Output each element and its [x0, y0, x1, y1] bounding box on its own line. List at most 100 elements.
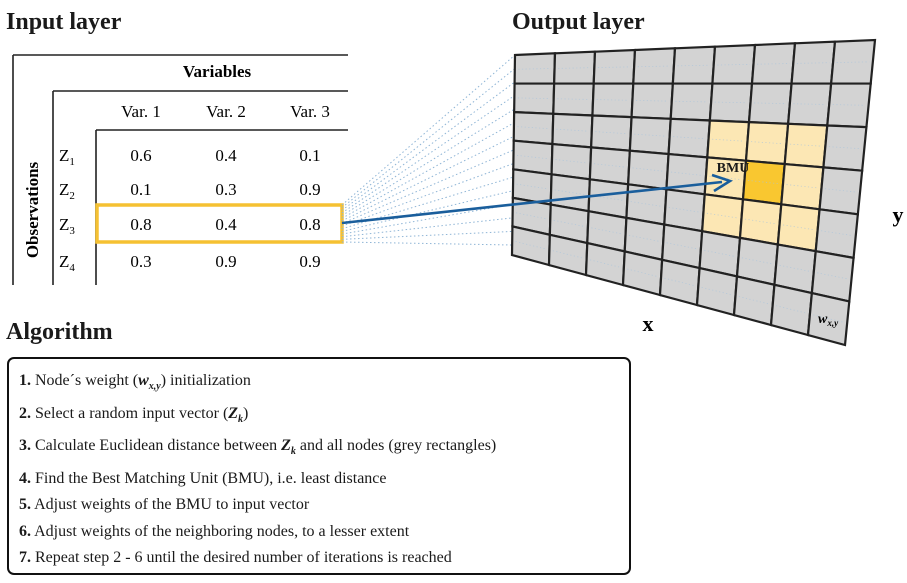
- grid-node: [786, 82, 833, 127]
- algorithm-step-6: 6. Adjust weights of the neighboring nod…: [19, 519, 629, 545]
- step-text: x,y: [148, 381, 161, 393]
- grid-node: [732, 275, 776, 327]
- input-to-bmu-arrow: [341, 173, 734, 225]
- projection-line: [341, 241, 513, 246]
- grid-node: [790, 40, 837, 85]
- output-grid: [510, 38, 877, 347]
- cell-hatch: [775, 305, 807, 314]
- grid-node: [750, 42, 797, 85]
- row-label-letter: Z: [59, 180, 69, 199]
- arrow-head: [711, 173, 734, 193]
- algorithm-box: 1. Node´s weight (wx,y) initialization 2.…: [7, 357, 631, 575]
- grid-node: [513, 52, 557, 85]
- grid-node: [628, 115, 672, 156]
- cell-hatch: [628, 234, 660, 242]
- cell-hatch: [592, 195, 624, 201]
- step-text: and all nodes (grey rectangles): [295, 437, 497, 455]
- grid-node: [829, 38, 877, 85]
- cell-hatch: [741, 257, 773, 265]
- cell-hatch: [627, 268, 658, 277]
- neighbor-node: [776, 203, 821, 253]
- cell-hatch: [744, 218, 777, 225]
- cell-hatch: [516, 183, 548, 190]
- row-label-subscript: 4: [69, 262, 75, 274]
- step-number: 7.: [19, 549, 31, 566]
- grid-node: [667, 117, 712, 159]
- table-cell: 0.4: [215, 146, 237, 165]
- step-number: 1.: [19, 372, 31, 389]
- table-cell: 0.8: [130, 215, 151, 234]
- step-text: Z: [228, 404, 239, 422]
- grid-node: [552, 82, 595, 117]
- column-header-var3: Var. 3: [290, 102, 330, 121]
- cell-hatch: [821, 230, 853, 236]
- step-number: 5.: [19, 496, 31, 514]
- cell-hatch: [779, 264, 811, 272]
- cell-hatch: [515, 241, 547, 250]
- grid-node: [669, 82, 714, 122]
- cell-hatch: [591, 227, 623, 235]
- cell-hatch: [554, 189, 586, 196]
- grid-node: [551, 112, 594, 149]
- grid-node: [806, 291, 851, 347]
- step-text: k: [290, 446, 296, 458]
- grid-node: [769, 283, 814, 337]
- step-number: 6.: [19, 522, 31, 540]
- cell-hatch: [782, 224, 815, 231]
- neighbor-node: [738, 198, 783, 246]
- cell-hatch: [515, 212, 547, 220]
- arrow-shaft: [341, 180, 723, 225]
- bmu-label: BMU: [717, 161, 750, 176]
- step-text: Find the Best Matching Unit (BMU), i.e. …: [31, 469, 387, 487]
- weight-letter: w: [818, 312, 828, 327]
- row-label-z3: Z3: [59, 215, 75, 237]
- cell-hatch: [666, 242, 698, 250]
- cell-hatch: [552, 250, 584, 259]
- variables-header: Variables: [183, 62, 252, 81]
- table-cell: 0.6: [130, 146, 151, 165]
- som-diagram: Variables Observations Var. 1 Var. 2 Var…: [12, 38, 904, 347]
- table-cell: 0.9: [299, 252, 320, 271]
- column-header-var2: Var. 2: [206, 102, 246, 121]
- algorithm-steps: 1. Node´s weight (wx,y) initialization 2.…: [9, 359, 629, 571]
- projection-lines: [341, 54, 516, 246]
- algorithm-step-2: 2. Select a random input vector (Zk): [19, 401, 629, 434]
- projection-line: [341, 108, 515, 216]
- grid-node: [632, 47, 677, 85]
- step-text: Select a random input vector (: [31, 404, 229, 422]
- row-label-subscript: 1: [69, 156, 75, 168]
- step-text: ) initialization: [160, 372, 251, 389]
- column-header-var1: Var. 1: [121, 102, 161, 121]
- projection-line: [341, 203, 513, 235]
- projection-line: [341, 176, 514, 230]
- grid-node: [658, 258, 701, 307]
- step-text: w: [138, 372, 149, 389]
- algorithm-step-4: 4. Find the Best Matching Unit (BMU), i.…: [19, 466, 629, 492]
- table-cell: 0.1: [299, 146, 320, 165]
- step-text: Z: [281, 437, 291, 455]
- row-label-letter: Z: [59, 146, 69, 165]
- grid-node: [826, 82, 872, 129]
- weight-subscript: x,y: [826, 318, 839, 328]
- table-cell: 0.4: [215, 215, 237, 234]
- table-cell: 0.9: [299, 180, 320, 199]
- table-cell: 0.1: [130, 180, 151, 199]
- neighbor-node: [706, 119, 751, 162]
- grid-node: [513, 82, 556, 115]
- algorithm-title: Algorithm: [6, 319, 113, 345]
- grid-node: [708, 82, 754, 124]
- projection-line: [341, 95, 515, 214]
- row-label-letter: Z: [59, 252, 69, 271]
- cell-hatch: [589, 259, 621, 268]
- observations-label: Observations: [23, 161, 42, 258]
- y-axis-label: y: [893, 202, 904, 227]
- grid-node: [590, 114, 633, 152]
- algorithm-step-1: 1. Node´s weight (wx,y) initialization: [19, 368, 629, 401]
- table-cell: 0.8: [299, 215, 320, 234]
- grid-node: [630, 82, 675, 120]
- cell-hatch: [668, 207, 701, 213]
- row-label-z4: Z4: [59, 252, 75, 274]
- grid-node: [621, 250, 664, 297]
- output-layer-title: Output layer: [512, 9, 645, 35]
- neighbor-node: [744, 120, 790, 166]
